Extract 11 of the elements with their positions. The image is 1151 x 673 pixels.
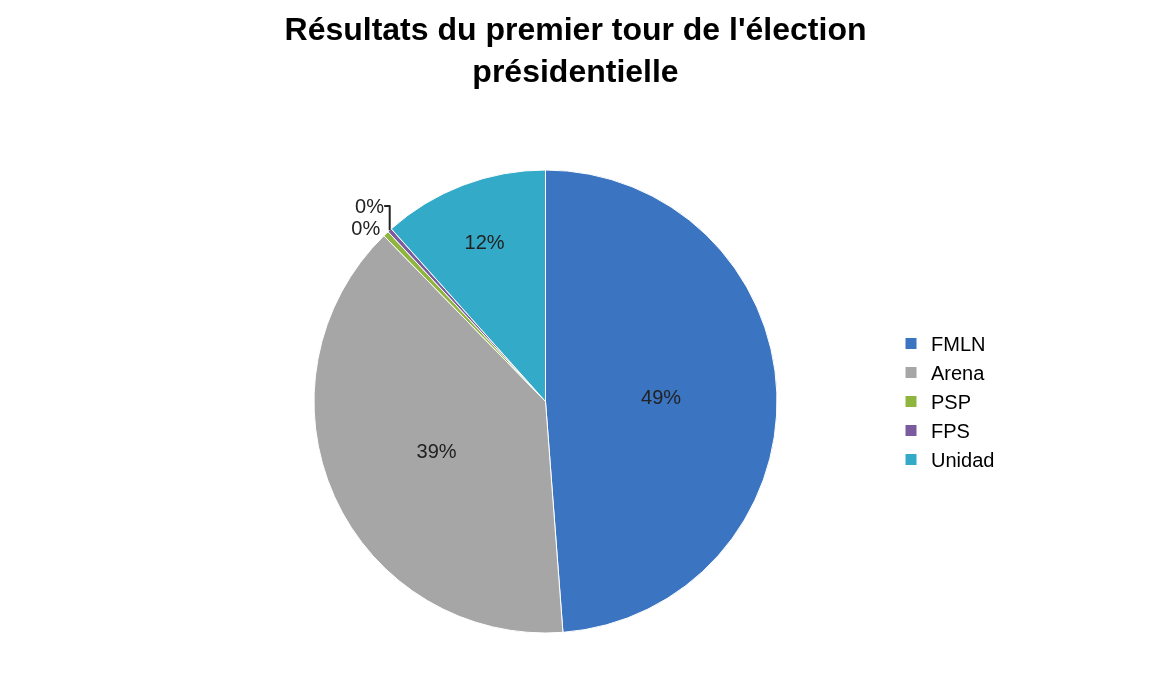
legend-label: Arena <box>931 362 986 385</box>
legend-label: FPS <box>931 420 970 443</box>
data-label: 0% <box>351 216 381 239</box>
data-label: 49% <box>641 386 682 409</box>
legend-label: Unidad <box>931 449 995 472</box>
data-label: 39% <box>416 439 457 462</box>
data-label: 12% <box>464 231 505 254</box>
legend-label: PSP <box>931 391 972 414</box>
data-label: 0% <box>355 194 385 217</box>
chart-title: Résultats du premier tour de l'élection présidentielle <box>284 11 867 89</box>
legend-label: FMLN <box>931 333 986 356</box>
